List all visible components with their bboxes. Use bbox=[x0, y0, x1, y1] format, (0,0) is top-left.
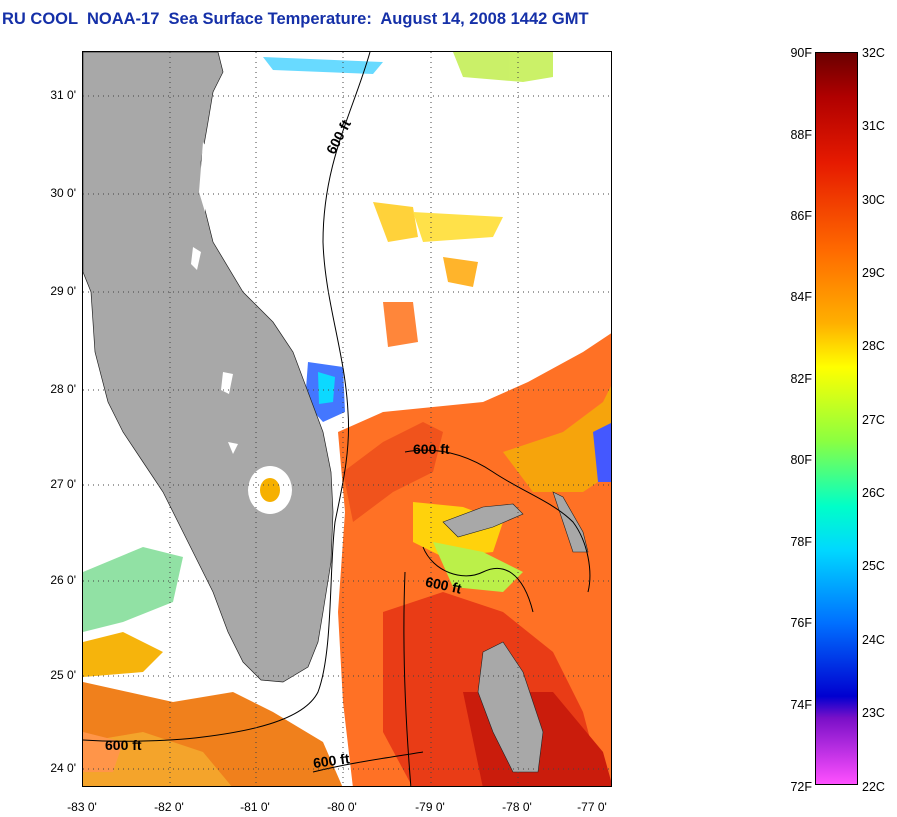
colorbar-label-f: 74F bbox=[790, 698, 812, 712]
lat-label: 29 0' bbox=[50, 284, 76, 298]
lat-label: 28 0' bbox=[50, 382, 76, 396]
lake-okeechobee-sst bbox=[260, 478, 280, 502]
bahamas-andros bbox=[477, 641, 544, 773]
sst-map-canvas: 600 ft 600 ft 600 ft 600 ft 600 ft bbox=[83, 52, 611, 786]
inland-lakes bbox=[191, 142, 238, 454]
lon-label: -79 0' bbox=[415, 800, 445, 814]
contour-label-bahama-bank: 600 ft bbox=[424, 573, 463, 596]
colorbar-label-c: 25C bbox=[862, 559, 885, 573]
lat-label: 31 0' bbox=[50, 88, 76, 102]
colorbar-label-c: 23C bbox=[862, 706, 885, 720]
lon-label: -81 0' bbox=[240, 800, 270, 814]
colorbar-label-f: 80F bbox=[790, 453, 812, 467]
colorbar-label-c: 29C bbox=[862, 266, 885, 280]
colorbar-label-c: 26C bbox=[862, 486, 885, 500]
contour-label-north: 600 ft bbox=[323, 117, 354, 157]
lat-label: 25 0' bbox=[50, 668, 76, 682]
colorbar-label-c: 28C bbox=[862, 339, 885, 353]
lat-label: 27 0' bbox=[50, 477, 76, 491]
sst-map: 600 ft 600 ft 600 ft 600 ft 600 ft bbox=[82, 51, 612, 787]
temperature-colorbar bbox=[815, 52, 858, 785]
colorbar-label-c: 31C bbox=[862, 119, 885, 133]
colorbar-label-c: 27C bbox=[862, 413, 885, 427]
colorbar-label-f: 78F bbox=[790, 535, 812, 549]
bahamas-grand-bahama bbox=[442, 503, 524, 538]
graticule bbox=[83, 52, 611, 786]
lon-label: -80 0' bbox=[327, 800, 357, 814]
colorbar-label-f: 88F bbox=[790, 128, 812, 142]
lon-label: -78 0' bbox=[502, 800, 532, 814]
colorbar-label-f: 86F bbox=[790, 209, 812, 223]
colorbar-label-c: 22C bbox=[862, 780, 885, 794]
map-title: RU COOL NOAA-17 Sea Surface Temperature:… bbox=[2, 10, 589, 28]
lat-label: 24 0' bbox=[50, 761, 76, 775]
colorbar-label-c: 30C bbox=[862, 193, 885, 207]
colorbar-label-f: 82F bbox=[790, 372, 812, 386]
lon-label: -77 0' bbox=[577, 800, 607, 814]
colorbar-label-f: 90F bbox=[790, 46, 812, 60]
lon-label: -83 0' bbox=[67, 800, 97, 814]
bahamas-abaco bbox=[552, 491, 589, 553]
sst-patches bbox=[83, 52, 611, 786]
depth-contours bbox=[83, 52, 591, 786]
contour-label-keys: 600 ft bbox=[105, 737, 142, 753]
colorbar-label-f: 84F bbox=[790, 290, 812, 304]
colorbar-label-c: 24C bbox=[862, 633, 885, 647]
contour-label-south: 600 ft bbox=[312, 750, 351, 771]
lat-label: 30 0' bbox=[50, 186, 76, 200]
contour-label-grand-bahama: 600 ft bbox=[413, 441, 450, 457]
lat-label: 26 0' bbox=[50, 573, 76, 587]
colorbar-label-f: 72F bbox=[790, 780, 812, 794]
lon-label: -82 0' bbox=[154, 800, 184, 814]
colorbar-label-f: 76F bbox=[790, 616, 812, 630]
colorbar-label-c: 32C bbox=[862, 46, 885, 60]
